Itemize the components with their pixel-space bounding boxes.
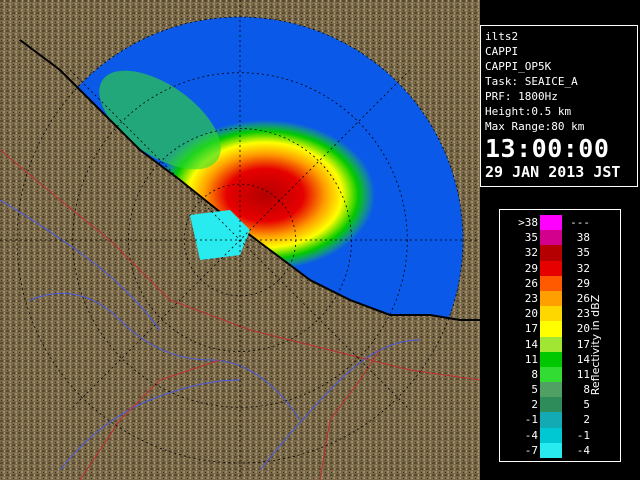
legend-upper-bound: ---	[570, 216, 590, 229]
legend-color-swatch	[540, 230, 562, 246]
radar-name: ilts2	[485, 30, 519, 43]
legend-upper-bound: 11	[576, 367, 590, 381]
near-radar-echo	[190, 210, 250, 260]
reflectivity-legend: >38 --- 35 38 32 35 29 32 26 29 23 26 20 23 17 20 14 17 11…	[499, 209, 621, 462]
legend-unit-label: Reflectivity in dBZ	[589, 294, 602, 396]
legend-lower-bound: 11	[524, 352, 538, 366]
legend-color-swatch	[540, 290, 562, 307]
legend-color-swatch	[540, 306, 562, 322]
legend-upper-bound: -1	[576, 428, 590, 442]
legend-upper-bound: 38	[576, 231, 590, 245]
range-ring	[72, 72, 408, 408]
legend-row: -1 2	[506, 412, 592, 428]
legend-lower-bound: 35	[524, 231, 538, 245]
legend-upper-bound: 32	[576, 261, 590, 275]
legend-color-swatch	[540, 442, 562, 458]
legend-lower-bound: -1	[524, 413, 538, 427]
radials	[0, 0, 480, 480]
legend-row: 29 32	[506, 260, 592, 276]
legend-row: 35 38	[506, 230, 592, 246]
legend-lower-bound: >38	[518, 216, 538, 229]
legend-lower-bound: -4	[524, 428, 538, 442]
boundaries	[0, 149, 480, 480]
legend-lower-bound: 20	[524, 307, 538, 321]
legend-upper-bound: 17	[576, 337, 590, 351]
legend-upper-bound: 20	[576, 322, 590, 336]
legend-row: -4 -1	[506, 427, 592, 443]
legend-upper-bound: 35	[576, 246, 590, 260]
legend-lower-bound: 2	[531, 398, 538, 412]
legend-upper-bound: 8	[583, 383, 590, 397]
legend-color-swatch	[540, 336, 562, 352]
legend-upper-bound: 29	[576, 276, 590, 290]
legend-row: 20 23	[506, 306, 592, 322]
legend-row: >38 ---	[506, 215, 592, 231]
legend-lower-bound: 29	[524, 261, 538, 275]
legend-color-swatch	[540, 397, 562, 413]
legend-color-swatch	[540, 366, 562, 383]
legend-upper-bound: 2	[583, 413, 590, 427]
legend-lower-bound: -7	[524, 443, 538, 457]
task-label: Task: SEAICE_A	[485, 75, 578, 88]
legend-row: 17 20	[506, 321, 592, 337]
legend-lower-bound: 26	[524, 276, 538, 290]
legend-row: 23 26	[506, 290, 592, 307]
legend-color-swatch	[540, 351, 562, 367]
legend-color-swatch	[540, 412, 562, 428]
legend-color-swatch	[540, 260, 562, 276]
legend-row: 32 35	[506, 245, 592, 261]
prf-label: PRF: 1800Hz	[485, 90, 558, 103]
legend-upper-bound: 5	[583, 398, 590, 412]
legend-row: -7 -4	[506, 442, 592, 458]
legend-lower-bound: 23	[524, 291, 538, 305]
legend-color-swatch	[540, 215, 562, 231]
product-name: CAPPI	[485, 45, 519, 58]
legend-color-swatch	[540, 321, 562, 337]
legend-lower-bound: 32	[524, 246, 538, 260]
date-display: 29 JAN 2013 JST	[485, 163, 621, 181]
product-id: CAPPI_OP5K	[485, 60, 552, 73]
max-range-label: Max Range:80 km	[485, 120, 585, 133]
legend-lower-bound: 14	[524, 337, 538, 351]
time-display: 13:00:00	[485, 135, 610, 163]
info-panel: ilts2 CAPPI CAPPI_OP5K Task: SEAICE_A PR…	[480, 25, 638, 187]
legend-upper-bound: 14	[576, 352, 590, 366]
legend-color-swatch	[540, 382, 562, 398]
radar-map	[0, 0, 480, 480]
legend-upper-bound: 23	[576, 307, 590, 321]
legend-color-swatch	[540, 275, 562, 291]
legend-row: 8 11	[506, 366, 592, 383]
legend-row: 11 14	[506, 351, 592, 367]
legend-row: 26 29	[506, 275, 592, 291]
legend-lower-bound: 17	[524, 322, 538, 336]
legend-color-swatch	[540, 245, 562, 261]
coastline	[19, 39, 480, 321]
legend-lower-bound: 8	[531, 367, 538, 381]
echo-band	[99, 70, 221, 170]
rivers	[0, 199, 421, 471]
legend-color-swatch	[540, 427, 562, 443]
legend-upper-bound: 26	[576, 291, 590, 305]
legend-row: 14 17	[506, 336, 592, 352]
legend-upper-bound: -4	[576, 443, 590, 457]
height-label: Height:0.5 km	[485, 105, 572, 118]
legend-lower-bound: 5	[531, 383, 538, 397]
